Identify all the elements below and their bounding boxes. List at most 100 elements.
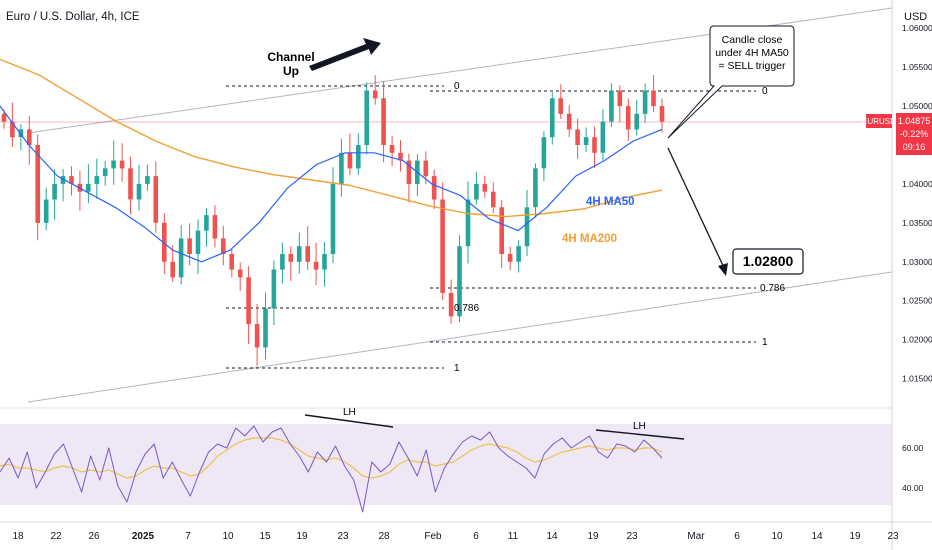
candle-body <box>10 121 15 138</box>
fib-right-one-label: 1 <box>762 337 768 348</box>
candle-body <box>457 246 462 317</box>
time-tick-label: 22 <box>50 531 62 542</box>
fib-right-0786-label: 0.786 <box>760 283 785 294</box>
price-tick-label: 1.06000 <box>902 23 932 33</box>
time-tick-label: 10 <box>222 531 234 542</box>
time-tick-label: 10 <box>771 531 783 542</box>
callout-line-1: Candle close <box>722 34 783 46</box>
chart-title: Euro / U.S. Dollar, 4h, ICE <box>6 11 140 23</box>
candle-body <box>178 238 184 278</box>
price-badge-change: -0.22% <box>900 129 929 139</box>
candle-body <box>237 269 243 278</box>
time-tick-label: 6 <box>734 531 740 542</box>
currency-label[interactable]: USD <box>904 11 927 23</box>
time-tick-label: 2025 <box>132 531 155 542</box>
candle-body <box>482 183 488 192</box>
moving-averages-group <box>0 58 663 263</box>
candle-body <box>566 113 572 130</box>
projection-arrow-line <box>667 147 727 273</box>
ma50-line <box>0 105 663 263</box>
fib-left-0786-label: 0.786 <box>454 303 479 314</box>
target-box <box>732 248 804 275</box>
candle-body <box>440 199 445 293</box>
lh-right-line <box>595 429 685 440</box>
callout-line-3: = SELL trigger <box>718 60 786 72</box>
ma200-line <box>0 58 663 218</box>
candle-body <box>642 90 648 114</box>
price-badge <box>896 113 932 155</box>
rsi-group <box>0 425 663 513</box>
rsi-tick-label: 60.00 <box>902 443 924 453</box>
candle-body <box>499 207 504 254</box>
candle-body <box>195 230 201 254</box>
candle-body <box>516 246 521 262</box>
price-tick-label: 1.01500 <box>902 374 932 384</box>
time-axis[interactable]: 18 22 26 2025 7 10 15 19 23 28 Feb 6 11 14 19 23 Mar 6 10 1… <box>12 531 899 542</box>
candle-body <box>364 90 369 145</box>
candle-body <box>263 308 268 348</box>
time-tick-label: 28 <box>378 531 390 542</box>
candle-body <box>86 183 91 192</box>
time-tick-label: 19 <box>849 531 861 542</box>
candle-body <box>18 129 24 138</box>
time-tick-label: Mar <box>687 531 705 542</box>
lh-left-label: LH <box>343 407 356 418</box>
candle-body <box>43 199 49 223</box>
candle-body <box>381 98 386 145</box>
channel-lower-line[interactable] <box>27 271 893 403</box>
candle-body <box>651 90 656 107</box>
fib-left-zero-label: 0 <box>454 81 460 92</box>
candle-body <box>347 152 353 169</box>
target-label: 1.02800 <box>743 253 794 269</box>
candle-body <box>221 238 226 254</box>
channel-up-arrow <box>309 38 381 71</box>
candle-body <box>550 98 555 138</box>
ma200-label: 4H MA200 <box>562 233 617 245</box>
candles-group <box>1 75 665 367</box>
time-tick-label: 26 <box>88 531 100 542</box>
candle-body <box>136 183 142 200</box>
rsi-line <box>0 425 663 513</box>
candle-body <box>507 254 513 262</box>
price-badge-value: 1.04875 <box>898 116 931 126</box>
candle-body <box>271 269 277 309</box>
rsi-ma-line <box>0 437 663 479</box>
candle-body <box>119 160 125 169</box>
price-tick-label: 1.04000 <box>902 179 932 189</box>
channel-label-line-1: Channel <box>267 50 314 64</box>
time-tick-label: 15 <box>259 531 271 542</box>
candle-body <box>558 98 563 114</box>
candle-body <box>288 254 294 262</box>
price-tick-label: 1.03500 <box>902 218 932 228</box>
price-tick-label: 1.05000 <box>902 101 932 111</box>
time-tick-label: 23 <box>337 531 349 542</box>
time-tick-label: 23 <box>887 531 899 542</box>
candle-body <box>280 254 285 270</box>
lh-left-line <box>304 414 394 428</box>
time-tick-label: 11 <box>508 531 519 542</box>
symbol-badge-label: EURUSD <box>862 117 896 126</box>
rsi-tick-label: 40.00 <box>902 483 924 493</box>
price-badge-countdown: 09:16 <box>903 142 926 152</box>
candle-body <box>35 145 40 223</box>
fib-lines <box>226 85 756 369</box>
candle-body <box>153 176 159 223</box>
candle-body <box>474 183 479 200</box>
candle-body <box>465 199 471 247</box>
candle-body <box>491 191 496 208</box>
candle-body <box>533 168 538 208</box>
candle-body <box>254 324 260 348</box>
candle-body <box>617 90 623 107</box>
symbol-badge <box>866 114 892 128</box>
candle-body <box>389 145 395 153</box>
candle-body <box>659 106 665 122</box>
candle-body <box>524 207 530 247</box>
rsi-axis[interactable]: 60.00 40.00 <box>902 443 924 493</box>
time-tick-label: 19 <box>587 531 599 542</box>
candle-body <box>204 215 209 231</box>
candle-body <box>69 176 74 184</box>
price-tick-label: 1.02000 <box>902 335 932 345</box>
time-tick-label: 18 <box>12 531 24 542</box>
candle-body <box>609 90 614 122</box>
